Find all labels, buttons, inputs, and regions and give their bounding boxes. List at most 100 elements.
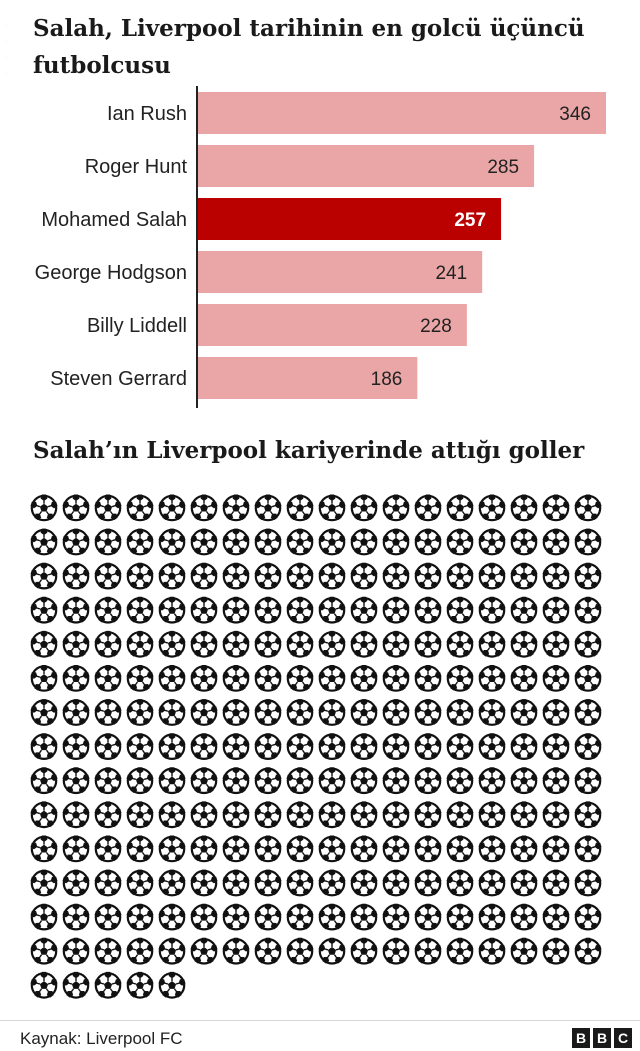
football-icon	[446, 562, 474, 590]
football-icon	[542, 869, 570, 897]
bar-steven-gerrard	[198, 357, 418, 399]
football-icon	[222, 698, 250, 726]
football-icon	[62, 903, 90, 931]
football-icon	[254, 732, 282, 761]
football-icon	[158, 596, 186, 624]
football-icon	[126, 630, 154, 658]
football-icon	[30, 528, 58, 556]
football-icon	[158, 766, 186, 795]
football-icon	[62, 971, 90, 999]
football-icon	[30, 800, 58, 829]
football-icon	[542, 494, 570, 522]
football-icon	[190, 800, 218, 829]
football-icon	[446, 528, 474, 556]
goal-bar-chart: Ian Rush 346 Roger Hunt 285 Mohamed Salah 257…	[35, 86, 606, 408]
football-icon	[190, 494, 218, 522]
football-icon	[318, 766, 346, 795]
value-label: 241	[435, 263, 467, 284]
football-icon	[62, 766, 90, 795]
football-icon	[30, 494, 58, 522]
football-icon	[158, 971, 186, 999]
football-icon	[574, 698, 602, 726]
football-icon	[30, 971, 58, 999]
football-icon	[286, 835, 314, 863]
football-icon	[350, 664, 378, 692]
football-icon	[158, 630, 186, 658]
football-icon	[318, 937, 346, 965]
football-icon	[222, 732, 250, 761]
football-icon	[510, 494, 538, 522]
football-icon	[94, 494, 122, 522]
bar-mohamed-salah	[198, 198, 502, 240]
football-icon	[30, 937, 58, 965]
football-icon	[446, 800, 474, 829]
football-icon	[126, 937, 154, 965]
football-icon	[126, 766, 154, 795]
football-icon	[254, 835, 282, 863]
category-label: Billy Liddell	[87, 315, 187, 337]
football-icon	[446, 732, 474, 761]
football-icon	[286, 732, 314, 761]
football-icon	[126, 732, 154, 761]
football-icon	[478, 869, 506, 897]
football-icon	[478, 664, 506, 692]
football-icon	[574, 630, 602, 658]
football-icon	[382, 732, 410, 761]
football-icon	[382, 869, 410, 897]
football-icon	[414, 494, 442, 522]
football-icon	[190, 596, 218, 624]
football-icon	[190, 562, 218, 590]
football-icon	[478, 698, 506, 726]
football-icon	[542, 664, 570, 692]
football-icon	[542, 732, 570, 761]
football-icon	[574, 835, 602, 863]
football-icon	[574, 528, 602, 556]
football-icon	[350, 766, 378, 795]
football-icon	[414, 596, 442, 624]
football-icon	[382, 596, 410, 624]
football-icon	[158, 562, 186, 590]
football-icon	[510, 903, 538, 931]
football-icon	[318, 869, 346, 897]
football-icon	[222, 528, 250, 556]
football-icon	[158, 869, 186, 897]
football-icon	[414, 562, 442, 590]
football-icon	[510, 869, 538, 897]
football-icon	[158, 937, 186, 965]
football-icon	[286, 630, 314, 658]
football-icon	[190, 664, 218, 692]
football-icon	[62, 630, 90, 658]
football-icon	[478, 766, 506, 795]
football-icon	[542, 800, 570, 829]
football-icon	[478, 494, 506, 522]
football-icon	[62, 494, 90, 522]
football-icon	[190, 835, 218, 863]
chart-title: Salah, Liverpool tarihinin en golcü üçün…	[33, 15, 585, 79]
football-icon	[318, 562, 346, 590]
football-icon	[30, 732, 58, 761]
football-icon	[318, 800, 346, 829]
value-label: 257	[454, 210, 486, 231]
football-icon	[446, 835, 474, 863]
football-icon	[94, 664, 122, 692]
football-icon	[286, 528, 314, 556]
football-icon	[446, 664, 474, 692]
football-icon	[126, 562, 154, 590]
football-icon	[254, 766, 282, 795]
football-icon	[30, 835, 58, 863]
football-icon	[94, 562, 122, 590]
football-icon	[478, 732, 506, 761]
football-icon	[254, 596, 282, 624]
football-icon	[254, 528, 282, 556]
football-icon	[126, 903, 154, 931]
football-icon	[94, 835, 122, 863]
football-icon	[222, 937, 250, 965]
football-icon	[574, 494, 602, 522]
source-label: Kaynak: Liverpool FC	[20, 1029, 183, 1048]
football-icon	[318, 835, 346, 863]
football-icon	[126, 494, 154, 522]
football-icon	[382, 766, 410, 795]
football-icon	[414, 937, 442, 965]
football-icon	[478, 528, 506, 556]
football-icon	[190, 698, 218, 726]
